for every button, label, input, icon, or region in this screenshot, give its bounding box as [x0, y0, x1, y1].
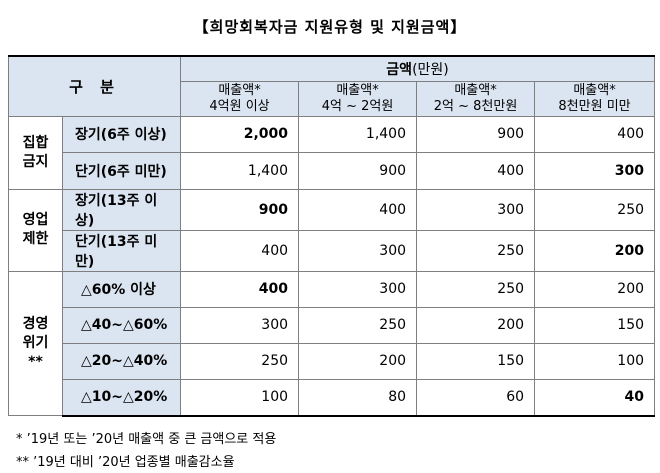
- group-label-line1: 영업: [22, 212, 49, 228]
- table-cell: 150: [534, 306, 656, 344]
- table-cell: 80: [298, 378, 418, 417]
- table-cell: 250: [416, 270, 536, 308]
- table-row: 단기(13주 미만) 400 300 250 200: [9, 229, 656, 272]
- support-amount-table: 구 분 금액(만원) 매출액* 4억원 이상 매출액* 4억 ~ 2억원 매출액* 2…: [7, 55, 656, 417]
- table-row: △10~△20% 100 80 60 40: [9, 378, 656, 417]
- column-header-line1: 매출액*: [454, 82, 497, 98]
- footnote-revenue: * ’19년 또는 ’20년 매출액 중 큰 금액으로 적용: [16, 432, 277, 447]
- column-header-line1: 매출액*: [336, 82, 379, 98]
- amount-label: 금액: [386, 61, 413, 78]
- table-cell: 250: [534, 188, 656, 231]
- table-cell: 100: [534, 342, 656, 380]
- table-cell: 40: [534, 378, 656, 417]
- column-header-line2: 2억 ~ 8천만원: [433, 98, 518, 114]
- row-label: 장기(6주 이상): [61, 115, 182, 153]
- group-label-line2: 위기**: [22, 334, 49, 370]
- table-cell: 300: [534, 151, 656, 190]
- column-header-line2: 4억 ~ 2억원: [321, 98, 394, 114]
- group-label-line2: 금지: [22, 153, 49, 170]
- column-header-line2: 4억원 이상: [209, 98, 270, 114]
- table-cell: 1,400: [180, 151, 300, 190]
- column-header-revenue-2eok-4eok: 매출액* 4억 ~ 2억원: [298, 80, 418, 117]
- table-cell: 300: [180, 306, 300, 344]
- table-cell: 250: [298, 306, 418, 344]
- table-cell: 300: [298, 229, 418, 272]
- table-cell: 900: [298, 151, 418, 190]
- table-cell: 400: [298, 188, 418, 231]
- row-label: 단기(6주 미만): [61, 151, 182, 190]
- table-cell: 900: [416, 115, 536, 153]
- table-cell: 400: [416, 151, 536, 190]
- column-header-revenue-under-8cheon: 매출액* 8천만원 미만: [534, 80, 656, 117]
- column-header-line1: 매출액*: [218, 82, 261, 98]
- column-header-line1: 매출액*: [573, 82, 616, 98]
- table-cell: 400: [180, 229, 300, 272]
- table-cell: 900: [180, 188, 300, 231]
- amount-header: 금액(만원): [180, 55, 656, 82]
- table-cell: 250: [416, 229, 536, 272]
- table-cell: 2,000: [180, 115, 300, 153]
- footnote-sales-decline: ** ’19년 대비 ’20년 업종별 매출감소율: [16, 455, 235, 470]
- table-cell: 200: [534, 270, 656, 308]
- column-header-revenue-over-4eok: 매출액* 4억원 이상: [180, 80, 300, 117]
- group-label-line1: 집합: [22, 134, 49, 151]
- table-cell: 60: [416, 378, 536, 417]
- group-label-line1: 경영: [22, 315, 49, 332]
- row-label: 단기(13주 미만): [61, 229, 182, 272]
- table-cell: 100: [180, 378, 300, 417]
- table-cell: 400: [534, 115, 656, 153]
- row-label: △10~△20%: [61, 378, 182, 417]
- column-header-line2: 8천만원 미만: [558, 98, 631, 114]
- table-row: △20~△40% 250 200 150 100: [9, 342, 656, 380]
- row-label: 장기(13주 이상): [61, 188, 182, 231]
- table-cell: 300: [416, 188, 536, 231]
- group-label-line2: 제한: [22, 231, 49, 247]
- amount-unit: (만원): [412, 61, 449, 78]
- table-cell: 200: [416, 306, 536, 344]
- table-row: 단기(6주 미만) 1,400 900 400 300: [9, 151, 656, 190]
- table-cell: 150: [416, 342, 536, 380]
- row-label: △40~△60%: [61, 306, 182, 344]
- category-header: 구 분: [7, 55, 182, 117]
- row-label: △20~△40%: [61, 342, 182, 380]
- table-cell: 1,400: [298, 115, 418, 153]
- table-cell: 250: [180, 342, 300, 380]
- column-header-revenue-8cheon-2eok: 매출액* 2억 ~ 8천만원: [416, 80, 536, 117]
- table-cell: 400: [180, 270, 300, 308]
- table-cell: 200: [534, 229, 656, 272]
- page-title: 【희망회복자금 지원유형 및 지원금액】: [193, 18, 467, 36]
- table-cell: 300: [298, 270, 418, 308]
- table-cell: 200: [298, 342, 418, 380]
- row-label: △60% 이상: [61, 270, 182, 308]
- table-row: △40~△60% 300 250 200 150: [9, 306, 656, 344]
